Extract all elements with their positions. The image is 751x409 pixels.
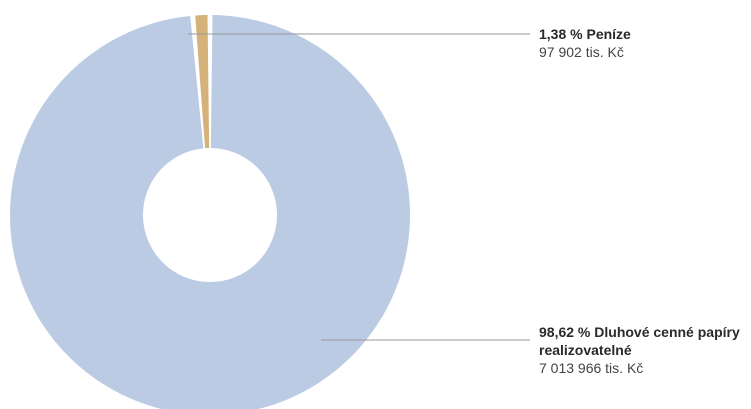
slice-label-dluhove-cenne-papiry: 98,62 % Dluhové cenné papíry realizovate… [539, 323, 751, 377]
slice-percent: 98,62 % [539, 324, 591, 340]
slice-value: 7 013 966 tis. Kč [539, 360, 644, 376]
slice-label-penize: 1,38 % Peníze 97 902 tis. Kč [539, 25, 631, 61]
slice-percent: 1,38 % [539, 26, 583, 42]
slice-value: 97 902 tis. Kč [539, 44, 624, 60]
slice-1 [10, 15, 410, 409]
slice-name: Dluhové cenné papíry realizovatelné [539, 324, 740, 358]
slice-name: Peníze [586, 26, 631, 42]
slice-0 [195, 15, 210, 149]
